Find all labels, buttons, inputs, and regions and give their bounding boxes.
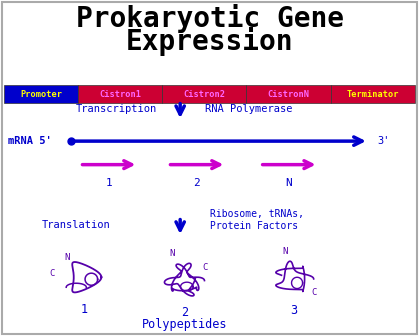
Text: Promoter: Promoter — [20, 90, 62, 98]
Text: mRNA 5': mRNA 5' — [8, 136, 52, 146]
Text: Transcription: Transcription — [75, 104, 157, 114]
Text: Prokaryotic Gene: Prokaryotic Gene — [75, 4, 344, 33]
Text: Polypeptides: Polypeptides — [142, 318, 227, 331]
Text: 1: 1 — [80, 303, 88, 316]
Text: C: C — [312, 288, 317, 297]
Text: N: N — [282, 248, 287, 256]
Text: C: C — [203, 263, 208, 271]
Text: RNA Polymerase: RNA Polymerase — [205, 104, 293, 114]
Text: 1: 1 — [106, 178, 112, 188]
Text: Terminator: Terminator — [347, 90, 399, 98]
Text: N: N — [169, 249, 174, 258]
Text: 2: 2 — [181, 306, 188, 319]
Text: N: N — [286, 178, 292, 188]
Text: Expression: Expression — [126, 28, 293, 56]
Bar — [78, 85, 162, 103]
Text: 2: 2 — [194, 178, 200, 188]
Bar — [246, 85, 331, 103]
Bar — [4, 85, 78, 103]
Text: Cistron1: Cistron1 — [99, 90, 141, 98]
Bar — [162, 85, 246, 103]
Text: Translation: Translation — [42, 220, 111, 230]
Text: N: N — [65, 253, 70, 261]
Text: 3': 3' — [377, 136, 390, 146]
Bar — [331, 85, 415, 103]
Text: Ribosome, tRNAs,
Protein Factors: Ribosome, tRNAs, Protein Factors — [210, 209, 303, 231]
Text: 3: 3 — [290, 304, 297, 317]
Text: C: C — [50, 269, 55, 278]
Text: Cistron2: Cistron2 — [184, 90, 225, 98]
Text: CistronN: CistronN — [268, 90, 310, 98]
